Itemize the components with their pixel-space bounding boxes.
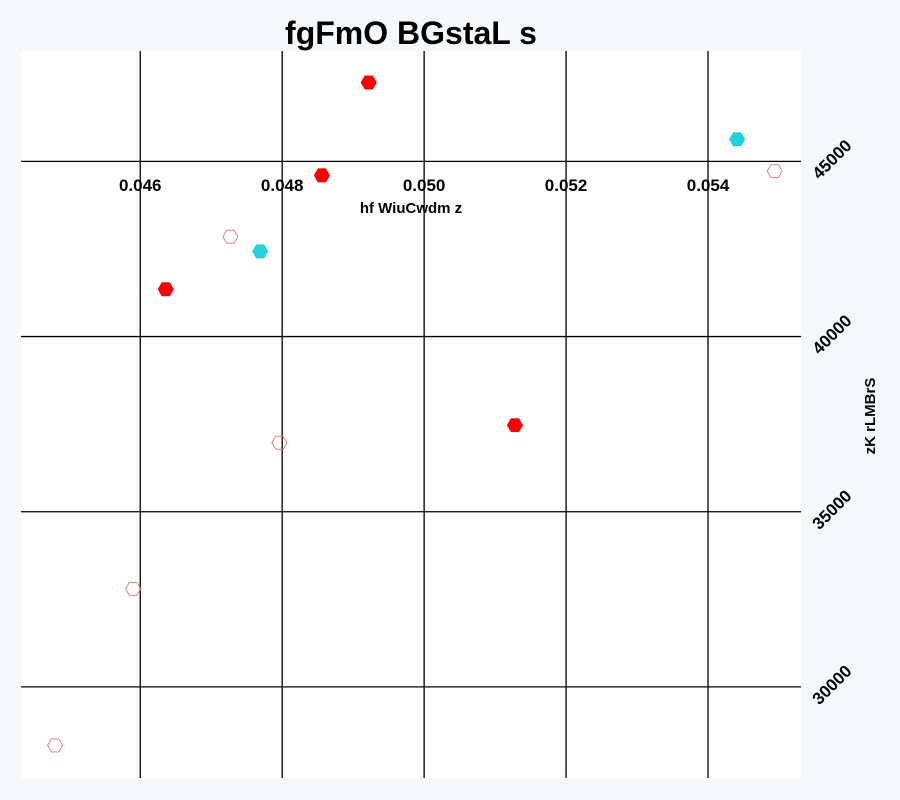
x-tick-label: 0.048 — [261, 176, 304, 195]
data-point — [729, 132, 746, 147]
y-tick-labels: 30000 35000 40000 45000 — [809, 136, 856, 708]
grid-lines — [21, 51, 801, 778]
data-point — [47, 738, 64, 753]
x-tick-label: 0.054 — [687, 176, 730, 195]
data-point — [313, 168, 331, 183]
x-tick-label: 0.052 — [545, 176, 588, 195]
data-point — [157, 282, 174, 297]
x-tick-label: 0.050 — [403, 176, 446, 195]
x-tick-labels: 0.046 0.048 0.050 0.052 0.054 — [119, 176, 730, 195]
y-tick-label: 35000 — [809, 486, 856, 533]
data-points — [47, 75, 783, 753]
data-point — [271, 435, 288, 450]
data-point — [506, 418, 524, 433]
data-point — [125, 581, 142, 596]
y-axis-label: zK rLMBrS — [862, 378, 879, 455]
y-tick-label: 45000 — [809, 136, 856, 183]
data-point — [252, 244, 269, 259]
plot-area — [21, 51, 801, 778]
data-point — [222, 229, 239, 244]
y-tick-label: 40000 — [809, 311, 856, 358]
x-axis-label: hf WiuCwdm z — [360, 200, 462, 217]
data-point — [360, 75, 377, 90]
data-point — [766, 164, 783, 179]
y-tick-label: 30000 — [809, 662, 856, 709]
x-tick-label: 0.046 — [119, 176, 162, 195]
chart-title: fgFmO BGstaL s — [285, 15, 537, 51]
